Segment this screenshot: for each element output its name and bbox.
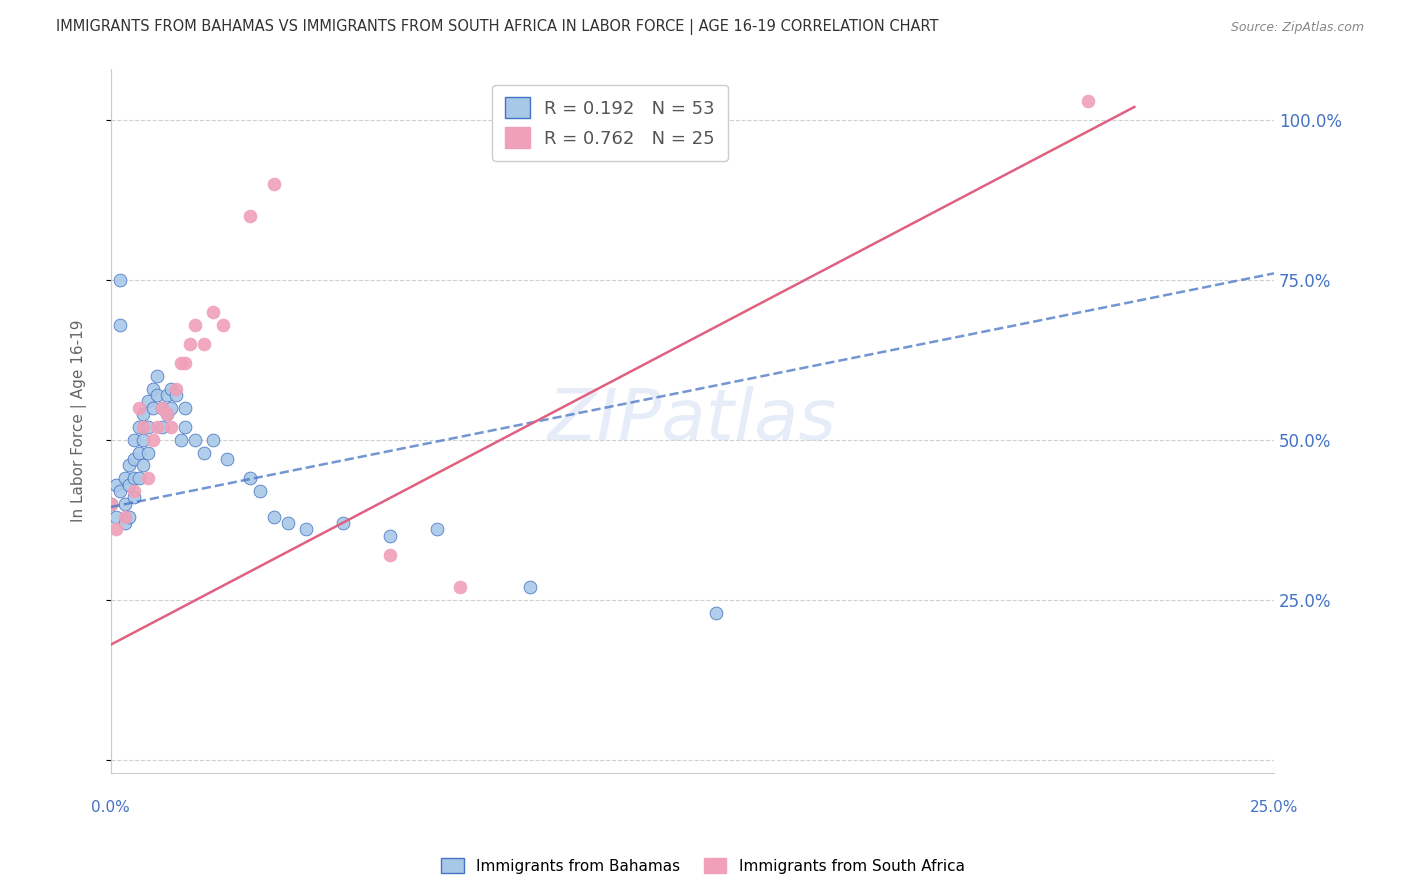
Point	[165, 382, 187, 396]
Point	[179, 336, 201, 351]
Point	[332, 516, 354, 530]
Point	[118, 477, 141, 491]
Point	[122, 452, 145, 467]
Point	[150, 401, 173, 415]
Text: Source: ZipAtlas.com: Source: ZipAtlas.com	[1230, 21, 1364, 34]
Point	[156, 407, 179, 421]
Point	[108, 483, 131, 498]
Point	[146, 420, 169, 434]
Point	[519, 580, 541, 594]
Point	[183, 318, 205, 332]
Text: 0.0%: 0.0%	[91, 799, 131, 814]
Point	[118, 458, 141, 473]
Point	[136, 471, 159, 485]
Point	[217, 452, 239, 467]
Point	[211, 318, 233, 332]
Point	[277, 516, 299, 530]
Point	[114, 471, 136, 485]
Point	[108, 273, 131, 287]
Y-axis label: In Labor Force | Age 16-19: In Labor Force | Age 16-19	[72, 319, 87, 522]
Point	[193, 445, 215, 459]
Point	[114, 509, 136, 524]
Point	[100, 497, 122, 511]
Point	[128, 471, 150, 485]
Legend: Immigrants from Bahamas, Immigrants from South Africa: Immigrants from Bahamas, Immigrants from…	[436, 852, 970, 880]
Point	[146, 368, 169, 383]
Point	[132, 420, 155, 434]
Legend: R = 0.192   N = 53, R = 0.762   N = 25: R = 0.192 N = 53, R = 0.762 N = 25	[492, 85, 728, 161]
Point	[174, 356, 197, 370]
Point	[114, 516, 136, 530]
Point	[239, 471, 262, 485]
Point	[104, 509, 127, 524]
Point	[122, 471, 145, 485]
Point	[142, 401, 165, 415]
Point	[150, 401, 173, 415]
Point	[136, 420, 159, 434]
Text: IMMIGRANTS FROM BAHAMAS VS IMMIGRANTS FROM SOUTH AFRICA IN LABOR FORCE | AGE 16-: IMMIGRANTS FROM BAHAMAS VS IMMIGRANTS FR…	[56, 20, 939, 35]
Point	[142, 433, 165, 447]
Point	[132, 433, 155, 447]
Point	[263, 177, 285, 191]
Point	[169, 433, 191, 447]
Point	[118, 509, 141, 524]
Point	[100, 497, 122, 511]
Point	[1077, 94, 1099, 108]
Point	[249, 483, 271, 498]
Point	[142, 382, 165, 396]
Point	[295, 523, 318, 537]
Point	[160, 420, 183, 434]
Point	[128, 445, 150, 459]
Point	[160, 401, 183, 415]
Point	[136, 445, 159, 459]
Point	[165, 388, 187, 402]
Text: ZIPatlas: ZIPatlas	[548, 386, 837, 455]
Point	[174, 401, 197, 415]
Point	[704, 606, 727, 620]
Point	[263, 509, 285, 524]
Point	[169, 356, 191, 370]
Point	[122, 491, 145, 505]
Point	[136, 394, 159, 409]
Point	[122, 483, 145, 498]
Point	[160, 382, 183, 396]
Point	[378, 548, 401, 562]
Point	[449, 580, 471, 594]
Point	[183, 433, 205, 447]
Point	[108, 318, 131, 332]
Point	[202, 305, 225, 319]
Point	[132, 407, 155, 421]
Point	[114, 497, 136, 511]
Point	[128, 401, 150, 415]
Point	[146, 388, 169, 402]
Point	[239, 209, 262, 223]
Point	[150, 420, 173, 434]
Point	[104, 477, 127, 491]
Point	[202, 433, 225, 447]
Point	[156, 388, 179, 402]
Point	[132, 458, 155, 473]
Point	[425, 523, 447, 537]
Point	[174, 420, 197, 434]
Point	[193, 336, 215, 351]
Point	[122, 433, 145, 447]
Point	[104, 523, 127, 537]
Point	[378, 529, 401, 543]
Point	[128, 420, 150, 434]
Point	[156, 407, 179, 421]
Text: 25.0%: 25.0%	[1250, 799, 1298, 814]
